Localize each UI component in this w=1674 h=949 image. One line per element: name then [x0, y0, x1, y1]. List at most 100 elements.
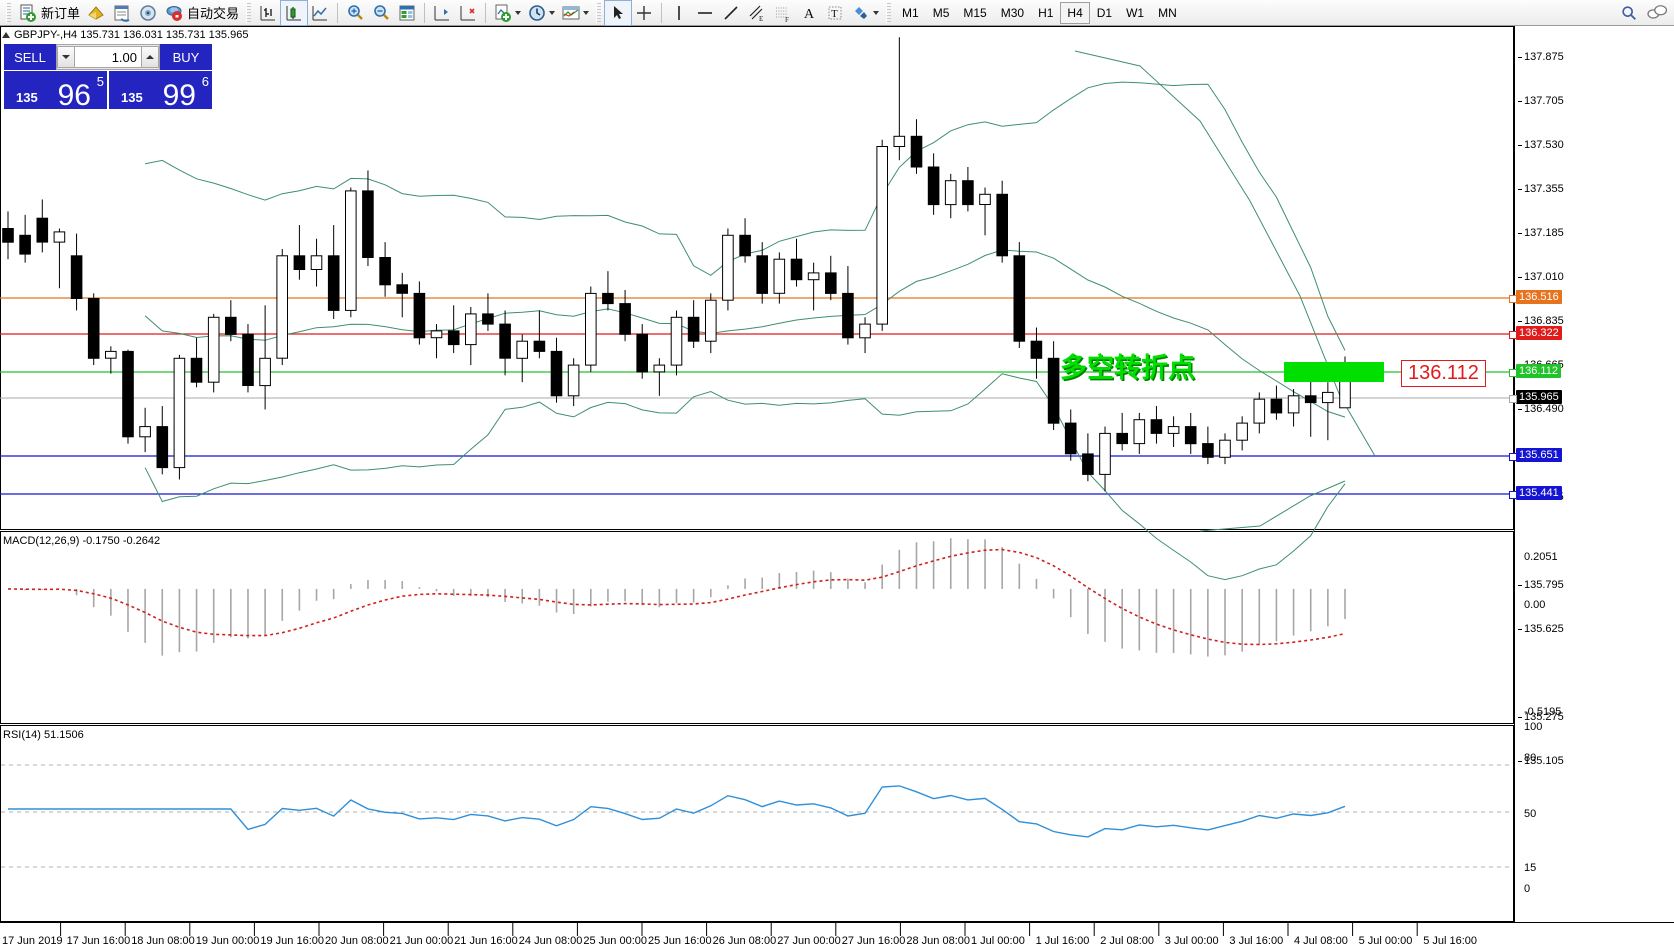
- volume-stepper[interactable]: 1.00: [56, 44, 160, 70]
- chart-window[interactable]: 多空转折点 136.112 GBPJPY-,H4 135.731 136.031…: [0, 26, 1674, 949]
- equidistant-channel-button[interactable]: E: [744, 1, 770, 25]
- candle[interactable]: [653, 358, 666, 396]
- auto-scroll-button[interactable]: [455, 1, 481, 25]
- candle[interactable]: [722, 228, 734, 311]
- timeframe-m5[interactable]: M5: [932, 5, 950, 20]
- candle[interactable]: [893, 37, 906, 161]
- candle[interactable]: [996, 180, 1009, 263]
- candle[interactable]: [1116, 412, 1129, 451]
- crosshair-button[interactable]: [631, 1, 657, 25]
- candle[interactable]: [790, 238, 803, 287]
- toolbar-grip[interactable]: [6, 2, 11, 23]
- candle[interactable]: [1322, 382, 1334, 441]
- candlestick-chart-button[interactable]: [280, 0, 309, 26]
- macd-indicator[interactable]: [0, 26, 1674, 949]
- rsi-indicator[interactable]: [0, 26, 1674, 949]
- price-level-label-orange-level[interactable]: 136.516: [1516, 290, 1562, 304]
- candle[interactable]: [1202, 426, 1214, 465]
- candle[interactable]: [53, 228, 66, 289]
- chart-annotation-text[interactable]: 多空转折点: [1060, 353, 1195, 384]
- price-level-handle[interactable]: [1509, 453, 1517, 461]
- price-level-label-last-price-level[interactable]: 135.965: [1516, 390, 1562, 404]
- candle[interactable]: [1030, 327, 1043, 379]
- candle[interactable]: [842, 266, 854, 345]
- add-indicator-button[interactable]: [490, 1, 524, 25]
- timeframe-mn[interactable]: MN: [1158, 5, 1177, 20]
- candle[interactable]: [413, 281, 426, 345]
- sell-price-box[interactable]: 135 96 5: [4, 71, 107, 111]
- text-label-button[interactable]: T: [822, 1, 848, 25]
- candle[interactable]: [2, 211, 14, 260]
- toolbar-grip-3[interactable]: [596, 2, 602, 23]
- one-click-trading-panel[interactable]: SELL 1.00 BUY 135 96 5 13: [4, 44, 212, 111]
- autotrading-button[interactable]: 自动交易: [161, 1, 242, 25]
- expert-advisor-button[interactable]: [83, 1, 109, 25]
- timeframe-h1[interactable]: H1: [1038, 5, 1054, 20]
- candle[interactable]: [636, 324, 649, 379]
- candle[interactable]: [70, 233, 83, 311]
- candle[interactable]: [242, 324, 254, 393]
- candle[interactable]: [259, 305, 271, 410]
- candle[interactable]: [379, 242, 391, 297]
- candle[interactable]: [1047, 341, 1060, 430]
- volume-input[interactable]: 1.00: [75, 46, 141, 68]
- candle[interactable]: [139, 407, 151, 453]
- new-order-button[interactable]: 新订单: [15, 1, 83, 25]
- candle[interactable]: [979, 187, 991, 236]
- timeframe-m1[interactable]: M1: [902, 5, 919, 20]
- candle[interactable]: [327, 225, 340, 319]
- candle[interactable]: [87, 293, 100, 366]
- candle[interactable]: [156, 406, 169, 475]
- candle[interactable]: [1064, 409, 1077, 461]
- shapes-caret-icon[interactable]: [873, 10, 880, 15]
- candle[interactable]: [173, 354, 186, 480]
- candle[interactable]: [756, 242, 769, 304]
- candle[interactable]: [1082, 433, 1094, 482]
- candle[interactable]: [1184, 412, 1197, 454]
- toolbar-grip-2[interactable]: [246, 2, 252, 23]
- price-level-handle[interactable]: [1509, 491, 1517, 499]
- sell-button[interactable]: SELL: [4, 44, 56, 70]
- chat-icon[interactable]: [1646, 4, 1668, 22]
- shapes-button[interactable]: [848, 1, 882, 25]
- candle[interactable]: [1236, 416, 1248, 451]
- trendline-button[interactable]: [718, 1, 744, 25]
- price-level-label-green-level[interactable]: 136.112: [1516, 364, 1561, 378]
- price-level-label-blue-level-1[interactable]: 135.651: [1516, 448, 1562, 462]
- candle[interactable]: [105, 346, 117, 374]
- candle[interactable]: [1219, 433, 1231, 465]
- period-caret-icon[interactable]: [549, 10, 556, 15]
- timeframe-m30[interactable]: M30: [1000, 5, 1025, 20]
- candle[interactable]: [1167, 416, 1180, 448]
- candle[interactable]: [1150, 406, 1163, 444]
- candle[interactable]: [516, 334, 529, 383]
- candle[interactable]: [773, 252, 786, 304]
- candle[interactable]: [225, 300, 237, 342]
- timeframe-w1[interactable]: W1: [1126, 5, 1145, 20]
- bar-chart-button[interactable]: [255, 1, 281, 25]
- candle[interactable]: [619, 289, 631, 342]
- candle[interactable]: [567, 358, 580, 407]
- candle[interactable]: [687, 300, 700, 349]
- candle[interactable]: [1253, 392, 1266, 434]
- candle[interactable]: [293, 225, 306, 280]
- timeframe-d1[interactable]: D1: [1096, 5, 1113, 20]
- candle[interactable]: [705, 293, 717, 354]
- candle[interactable]: [859, 317, 871, 354]
- buy-price-box[interactable]: 135 99 6: [109, 71, 212, 111]
- candle[interactable]: [927, 153, 940, 215]
- candle[interactable]: [207, 313, 220, 393]
- cursor-button[interactable]: [604, 0, 633, 26]
- candle[interactable]: [1270, 385, 1283, 420]
- candle[interactable]: [1304, 375, 1317, 437]
- candle[interactable]: [585, 286, 597, 372]
- candle[interactable]: [396, 272, 408, 318]
- text-button[interactable]: A: [796, 1, 822, 25]
- candle[interactable]: [190, 337, 203, 388]
- price-level-handle[interactable]: [1509, 295, 1517, 303]
- fibonacci-button[interactable]: F: [770, 1, 796, 25]
- candle[interactable]: [1287, 388, 1300, 427]
- candle[interactable]: [807, 262, 820, 311]
- timeframe-h4[interactable]: H4: [1060, 1, 1090, 24]
- add-indicator-caret-icon[interactable]: [515, 10, 522, 15]
